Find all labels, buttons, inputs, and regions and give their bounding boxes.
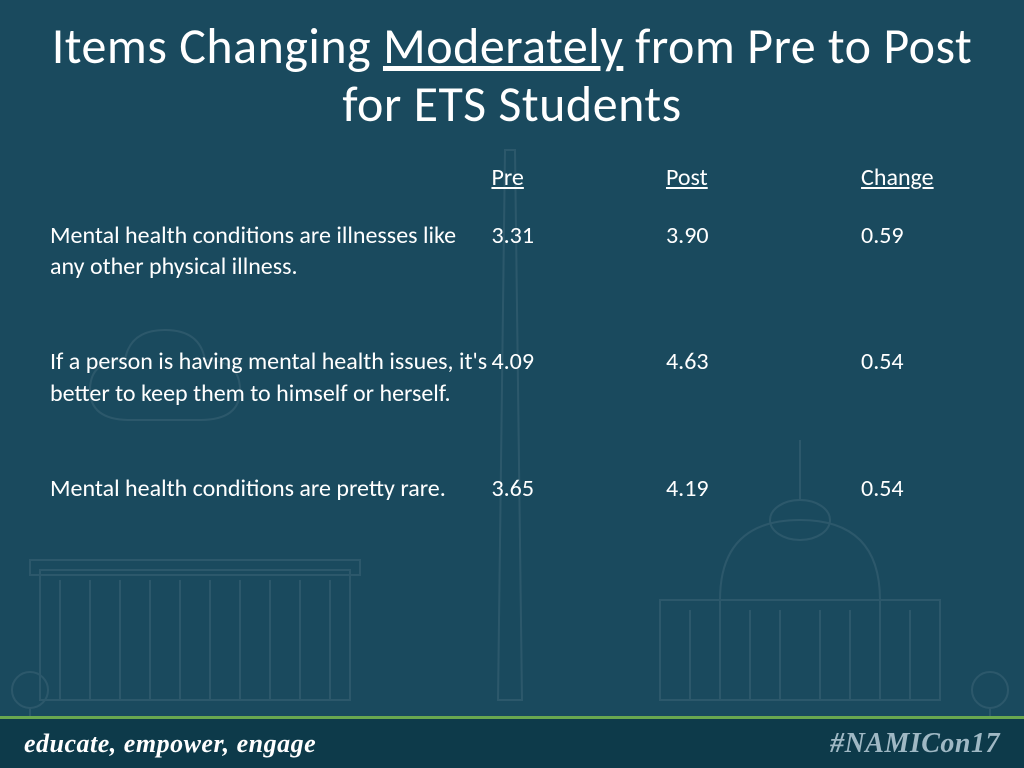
col-header-change: Change: [861, 163, 974, 220]
cell-item: Mental health conditions are pretty rare…: [50, 473, 491, 568]
col-header-item: [50, 163, 491, 220]
slide: Items Changing Moderately from Pre to Po…: [0, 0, 1024, 768]
title-emphasis: Moderately: [383, 16, 623, 77]
cell-pre: 4.09: [491, 346, 666, 472]
results-table: Pre Post Change Mental health conditions…: [50, 163, 974, 568]
cell-pre: 3.65: [491, 473, 666, 568]
footer-hashtag: #NAMICon17: [830, 728, 1000, 760]
col-header-post: Post: [666, 163, 861, 220]
footer-tagline: educate, empower, engage: [24, 729, 316, 759]
table-row: Mental health conditions are pretty rare…: [50, 473, 974, 568]
slide-title: Items Changing Moderately from Pre to Po…: [50, 18, 974, 133]
cell-pre: 3.31: [491, 220, 666, 346]
col-header-pre: Pre: [491, 163, 666, 220]
cell-post: 4.19: [666, 473, 861, 568]
cell-item: Mental health conditions are illnesses l…: [50, 220, 491, 346]
title-pre: Items Changing: [52, 16, 383, 77]
table-row: If a person is having mental health issu…: [50, 346, 974, 472]
table-header-row: Pre Post Change: [50, 163, 974, 220]
cell-change: 0.59: [861, 220, 974, 346]
slide-footer: educate, empower, engage #NAMICon17: [0, 716, 1024, 768]
cell-post: 3.90: [666, 220, 861, 346]
cell-post: 4.63: [666, 346, 861, 472]
cell-item: If a person is having mental health issu…: [50, 346, 491, 472]
cell-change: 0.54: [861, 473, 974, 568]
cell-change: 0.54: [861, 346, 974, 472]
table-row: Mental health conditions are illnesses l…: [50, 220, 974, 346]
